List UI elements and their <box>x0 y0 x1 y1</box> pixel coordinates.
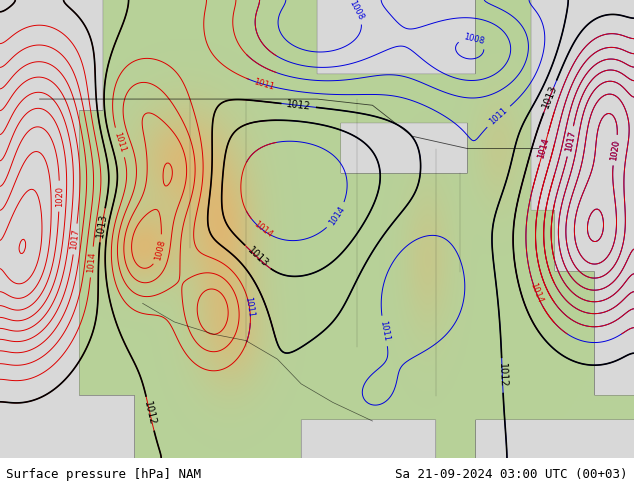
Text: 1013: 1013 <box>541 83 559 110</box>
Text: 1013: 1013 <box>95 212 109 238</box>
Text: 1014: 1014 <box>86 251 97 273</box>
Text: 1017: 1017 <box>564 130 577 152</box>
Text: 1012: 1012 <box>286 99 311 112</box>
Text: 1020: 1020 <box>609 139 621 161</box>
Text: 1008: 1008 <box>462 32 485 46</box>
Text: 1020: 1020 <box>609 139 621 161</box>
Text: Surface pressure [hPa] NAM: Surface pressure [hPa] NAM <box>6 467 202 481</box>
Text: 1017: 1017 <box>564 130 577 152</box>
Text: 1011: 1011 <box>243 296 256 318</box>
Text: 1011: 1011 <box>378 320 391 342</box>
Text: 1008: 1008 <box>347 0 365 22</box>
Text: 1013: 1013 <box>245 245 270 270</box>
Text: 1014: 1014 <box>252 220 274 240</box>
Text: 1011: 1011 <box>112 131 127 154</box>
Text: 1014: 1014 <box>327 204 347 227</box>
Text: 1014: 1014 <box>536 137 551 160</box>
Text: 1020: 1020 <box>55 186 64 207</box>
Text: Sa 21-09-2024 03:00 UTC (00+03): Sa 21-09-2024 03:00 UTC (00+03) <box>395 467 628 481</box>
Text: 1014: 1014 <box>528 281 545 304</box>
Text: 1011: 1011 <box>252 77 275 92</box>
Text: 1008: 1008 <box>153 239 167 261</box>
Text: 1014: 1014 <box>536 137 551 160</box>
Text: 1017: 1017 <box>70 228 81 250</box>
Text: 1012: 1012 <box>143 401 158 427</box>
Text: 1012: 1012 <box>497 363 508 388</box>
Text: 1011: 1011 <box>488 106 509 127</box>
